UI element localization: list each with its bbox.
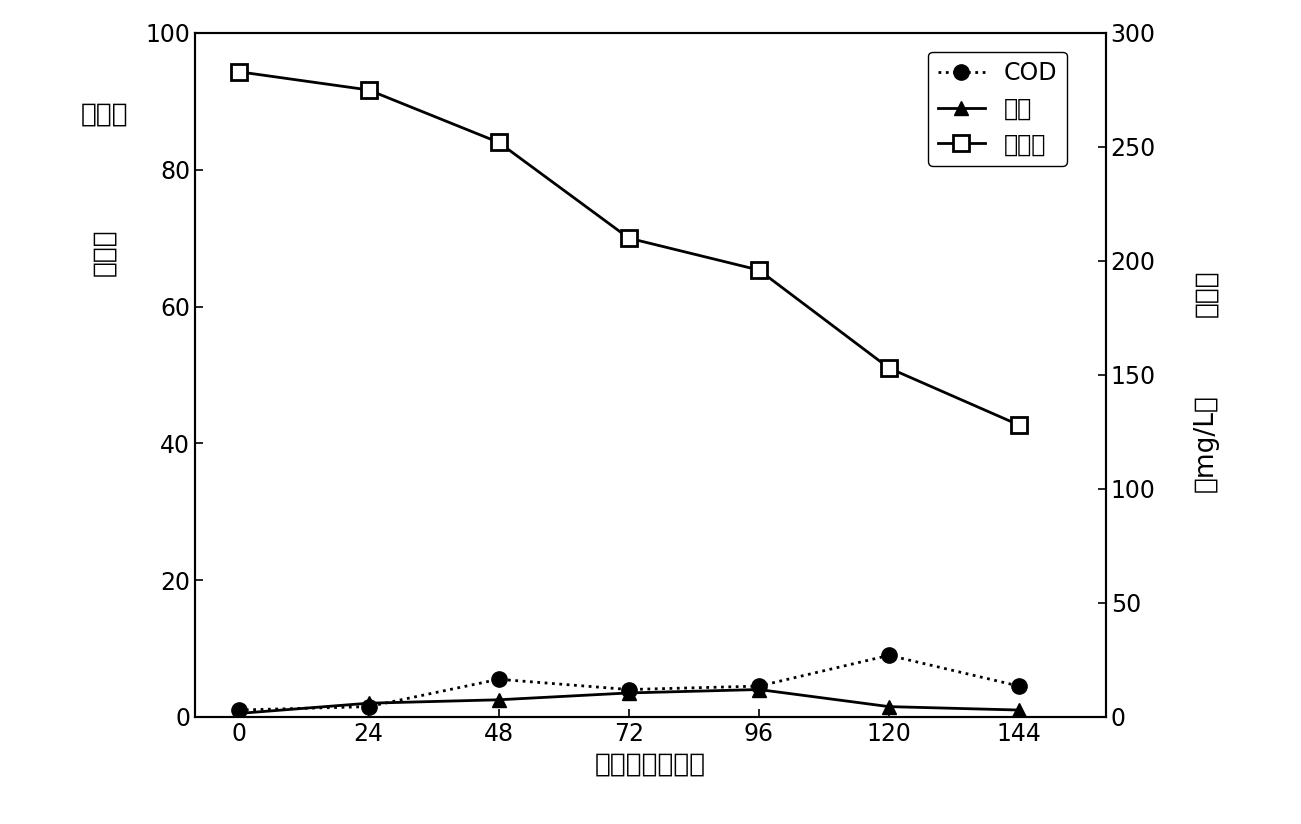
生物量 [490,138,506,147]
COD [490,674,506,684]
Text: 生物量: 生物量 [1193,269,1219,316]
生物量 [881,363,896,373]
总糖 [881,702,896,712]
总糖 [751,685,766,695]
Line: 生物量: 生物量 [230,64,1026,433]
COD [881,650,896,660]
Legend: COD, 总糖, 生物量: COD, 总糖, 生物量 [928,52,1067,166]
总糖 [621,688,636,698]
COD [751,681,766,691]
Line: 总糖: 总糖 [232,682,1026,720]
X-axis label: 时间　（小时）: 时间 （小时） [595,751,706,777]
总糖 [490,695,506,705]
COD [621,685,636,695]
总糖 [1011,705,1026,715]
COD [360,702,376,712]
生物量 [360,85,376,95]
COD [1011,681,1026,691]
生物量 [621,233,636,243]
生物量 [751,265,766,275]
Line: COD: COD [230,648,1026,718]
Text: （％）: （％） [81,102,127,128]
总糖 [360,698,376,708]
Text: 去除率: 去除率 [91,228,117,275]
Text: （mg/L）: （mg/L） [1193,395,1219,492]
COD [230,705,246,715]
生物量 [1011,420,1026,430]
总糖 [230,709,246,719]
生物量 [230,67,246,77]
